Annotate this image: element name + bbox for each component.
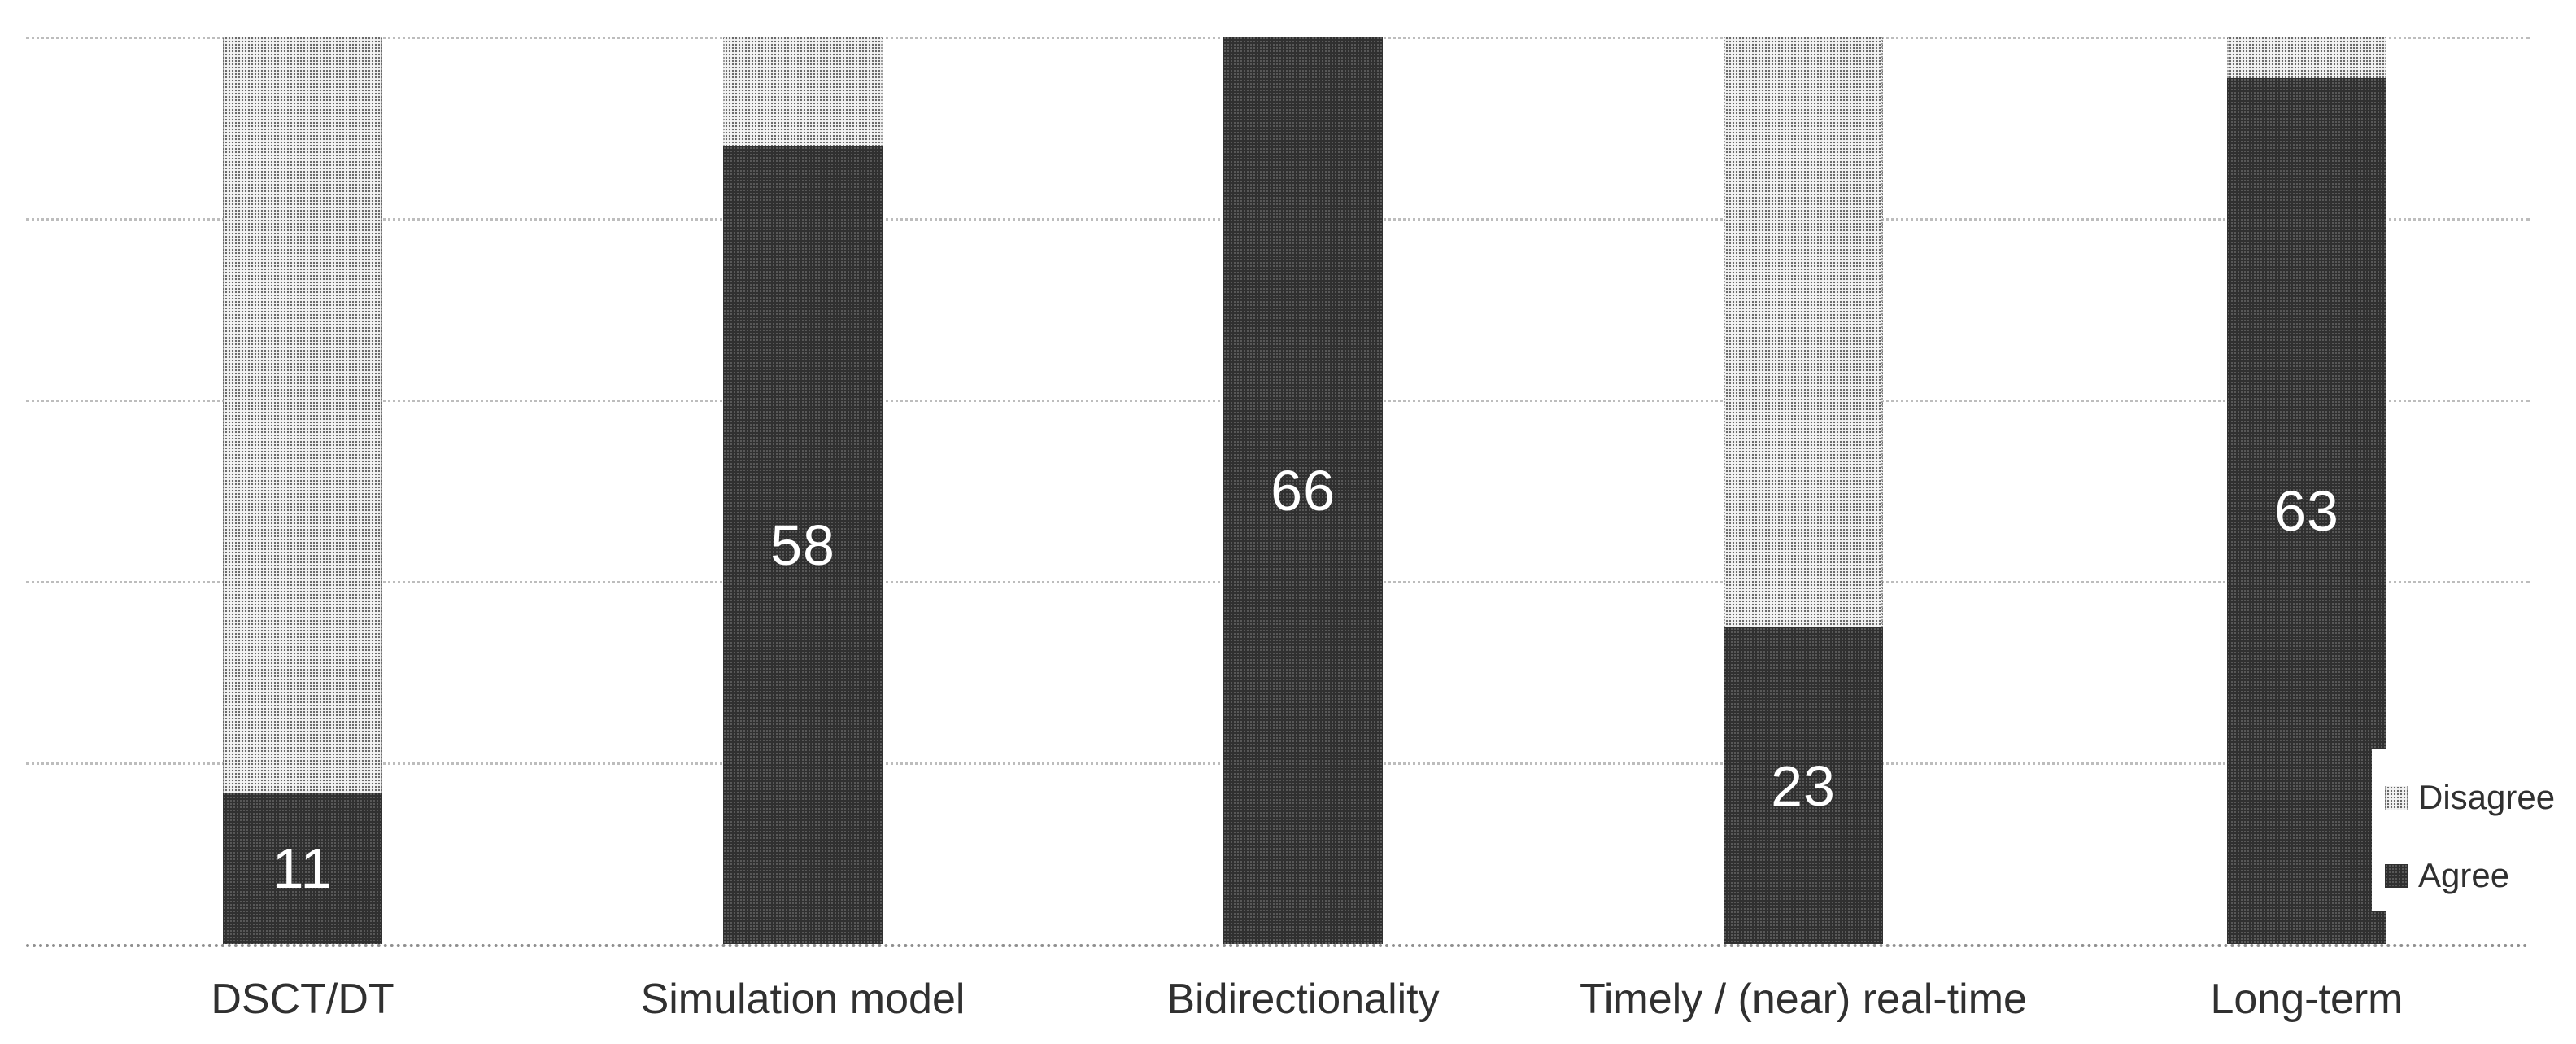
bar-group: 23	[1724, 37, 1883, 944]
legend-item: Agree	[2385, 856, 2509, 895]
x-axis-line	[26, 944, 2530, 947]
bar-segment-disagree	[223, 37, 382, 793]
bar-group: 58	[723, 37, 883, 944]
plot-area: 11 58 66 23 63	[26, 37, 2530, 947]
bar-segment-agree: 23	[1724, 627, 1883, 944]
category-label: Bidirectionality	[1166, 976, 1440, 1023]
data-label: 58	[770, 513, 835, 577]
bar-segment-agree: 11	[223, 793, 382, 944]
bar-group: 63	[2227, 37, 2386, 944]
bar-group: 11	[223, 37, 382, 944]
bar-segment-agree: 58	[723, 146, 883, 944]
data-label: 66	[1271, 458, 1336, 522]
bar-segment-disagree	[1724, 37, 1883, 627]
bar-segment-agree: 63	[2227, 78, 2386, 944]
legend: Disagree Agree	[2372, 749, 2576, 911]
legend-label: Agree	[2418, 856, 2510, 894]
legend-label: Disagree	[2418, 778, 2556, 816]
data-label: 23	[1771, 754, 1836, 818]
bar-group: 66	[1223, 37, 1383, 944]
data-label: 11	[272, 837, 333, 900]
bar-segment-disagree	[2227, 37, 2386, 78]
legend-item: Disagree	[2385, 778, 2555, 817]
data-label: 63	[2274, 479, 2339, 543]
legend-swatch-agree-icon	[2385, 863, 2408, 888]
bar-segment-disagree	[723, 37, 883, 146]
category-label: Simulation model	[640, 976, 965, 1023]
legend-swatch-disagree-icon	[2385, 785, 2408, 810]
category-label: DSCT/DT	[211, 976, 394, 1023]
category-label: Timely / (near) real-time	[1580, 976, 2027, 1023]
bar-segment-agree: 66	[1223, 37, 1383, 944]
category-label: Long-term	[2210, 976, 2404, 1023]
